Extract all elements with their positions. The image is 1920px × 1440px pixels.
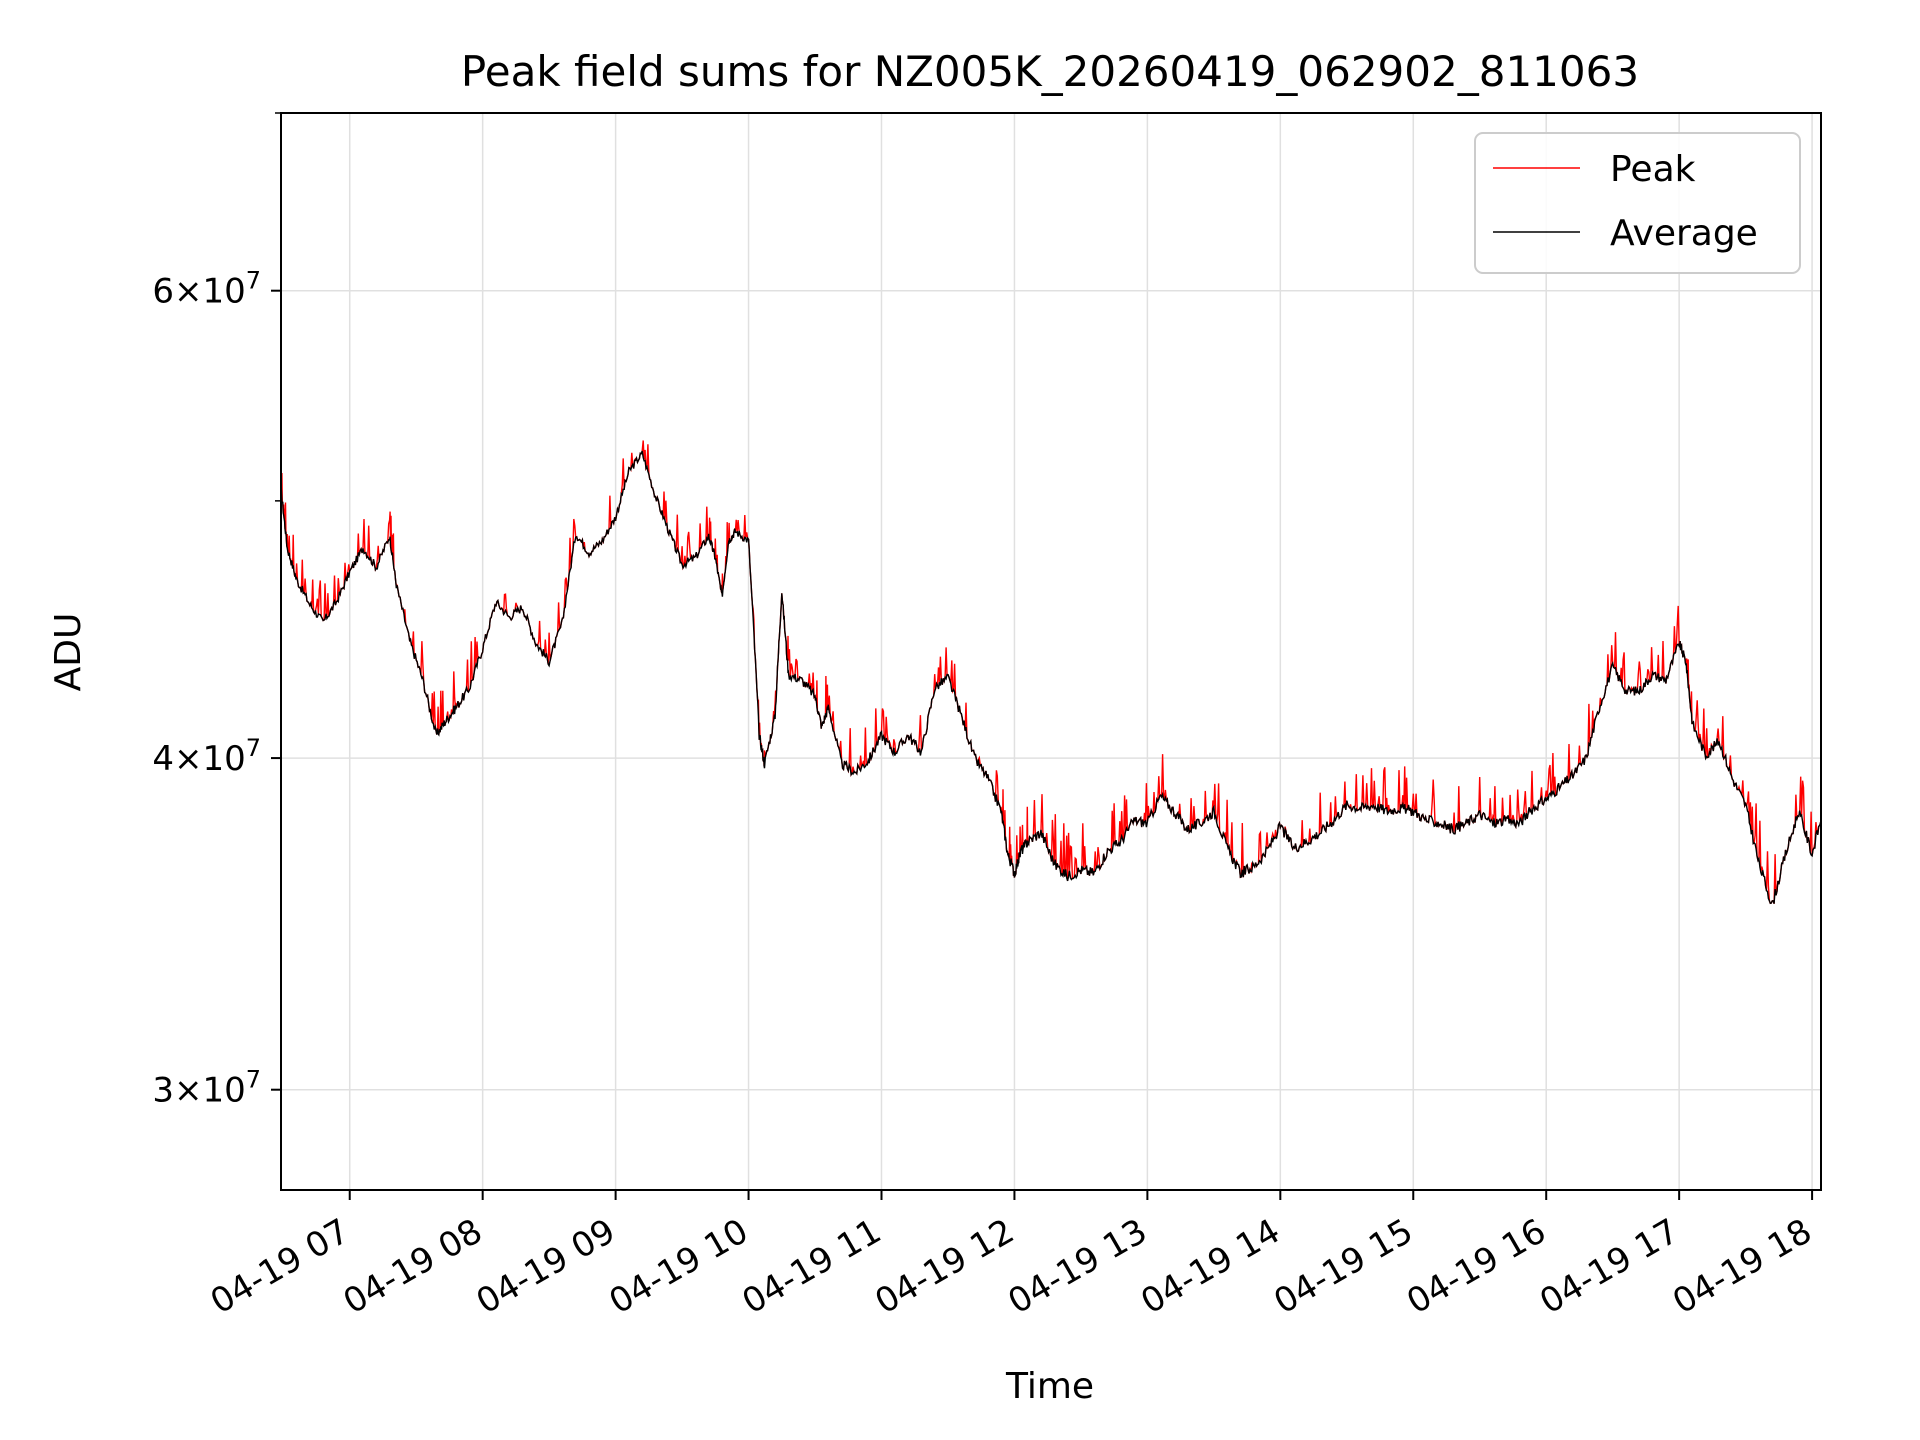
y-tick-times: ×10 bbox=[174, 1071, 246, 1111]
y-tick-label: 6×107 bbox=[152, 267, 261, 312]
y-tick-label: 4×107 bbox=[152, 734, 261, 779]
average-series-line bbox=[281, 450, 1821, 905]
y-tick-mantissa: 3 bbox=[152, 1071, 174, 1111]
series-layer bbox=[281, 440, 1821, 905]
x-axis-label: Time bbox=[1005, 1366, 1094, 1407]
y-tick-exponent: 7 bbox=[246, 1066, 261, 1094]
plot-area-frame bbox=[280, 112, 1822, 1191]
y-tick-mantissa: 4 bbox=[152, 739, 174, 779]
y-tick-exponent: 7 bbox=[246, 267, 261, 295]
legend: Peak Average bbox=[1474, 132, 1801, 274]
y-tick-times: ×10 bbox=[174, 739, 246, 779]
y-tick-mantissa: 6 bbox=[152, 272, 174, 312]
chart-title: Peak field sums for NZ005K_20260419_0629… bbox=[461, 47, 1639, 96]
legend-peak-label: Peak bbox=[1610, 149, 1696, 190]
y-axis-label: ADU bbox=[48, 613, 89, 692]
legend-average-label: Average bbox=[1610, 213, 1758, 254]
y-tick-label: 3×107 bbox=[152, 1066, 261, 1111]
grid bbox=[281, 113, 1821, 1190]
y-tick-exponent: 7 bbox=[246, 734, 261, 762]
y-tick-times: ×10 bbox=[174, 272, 246, 312]
